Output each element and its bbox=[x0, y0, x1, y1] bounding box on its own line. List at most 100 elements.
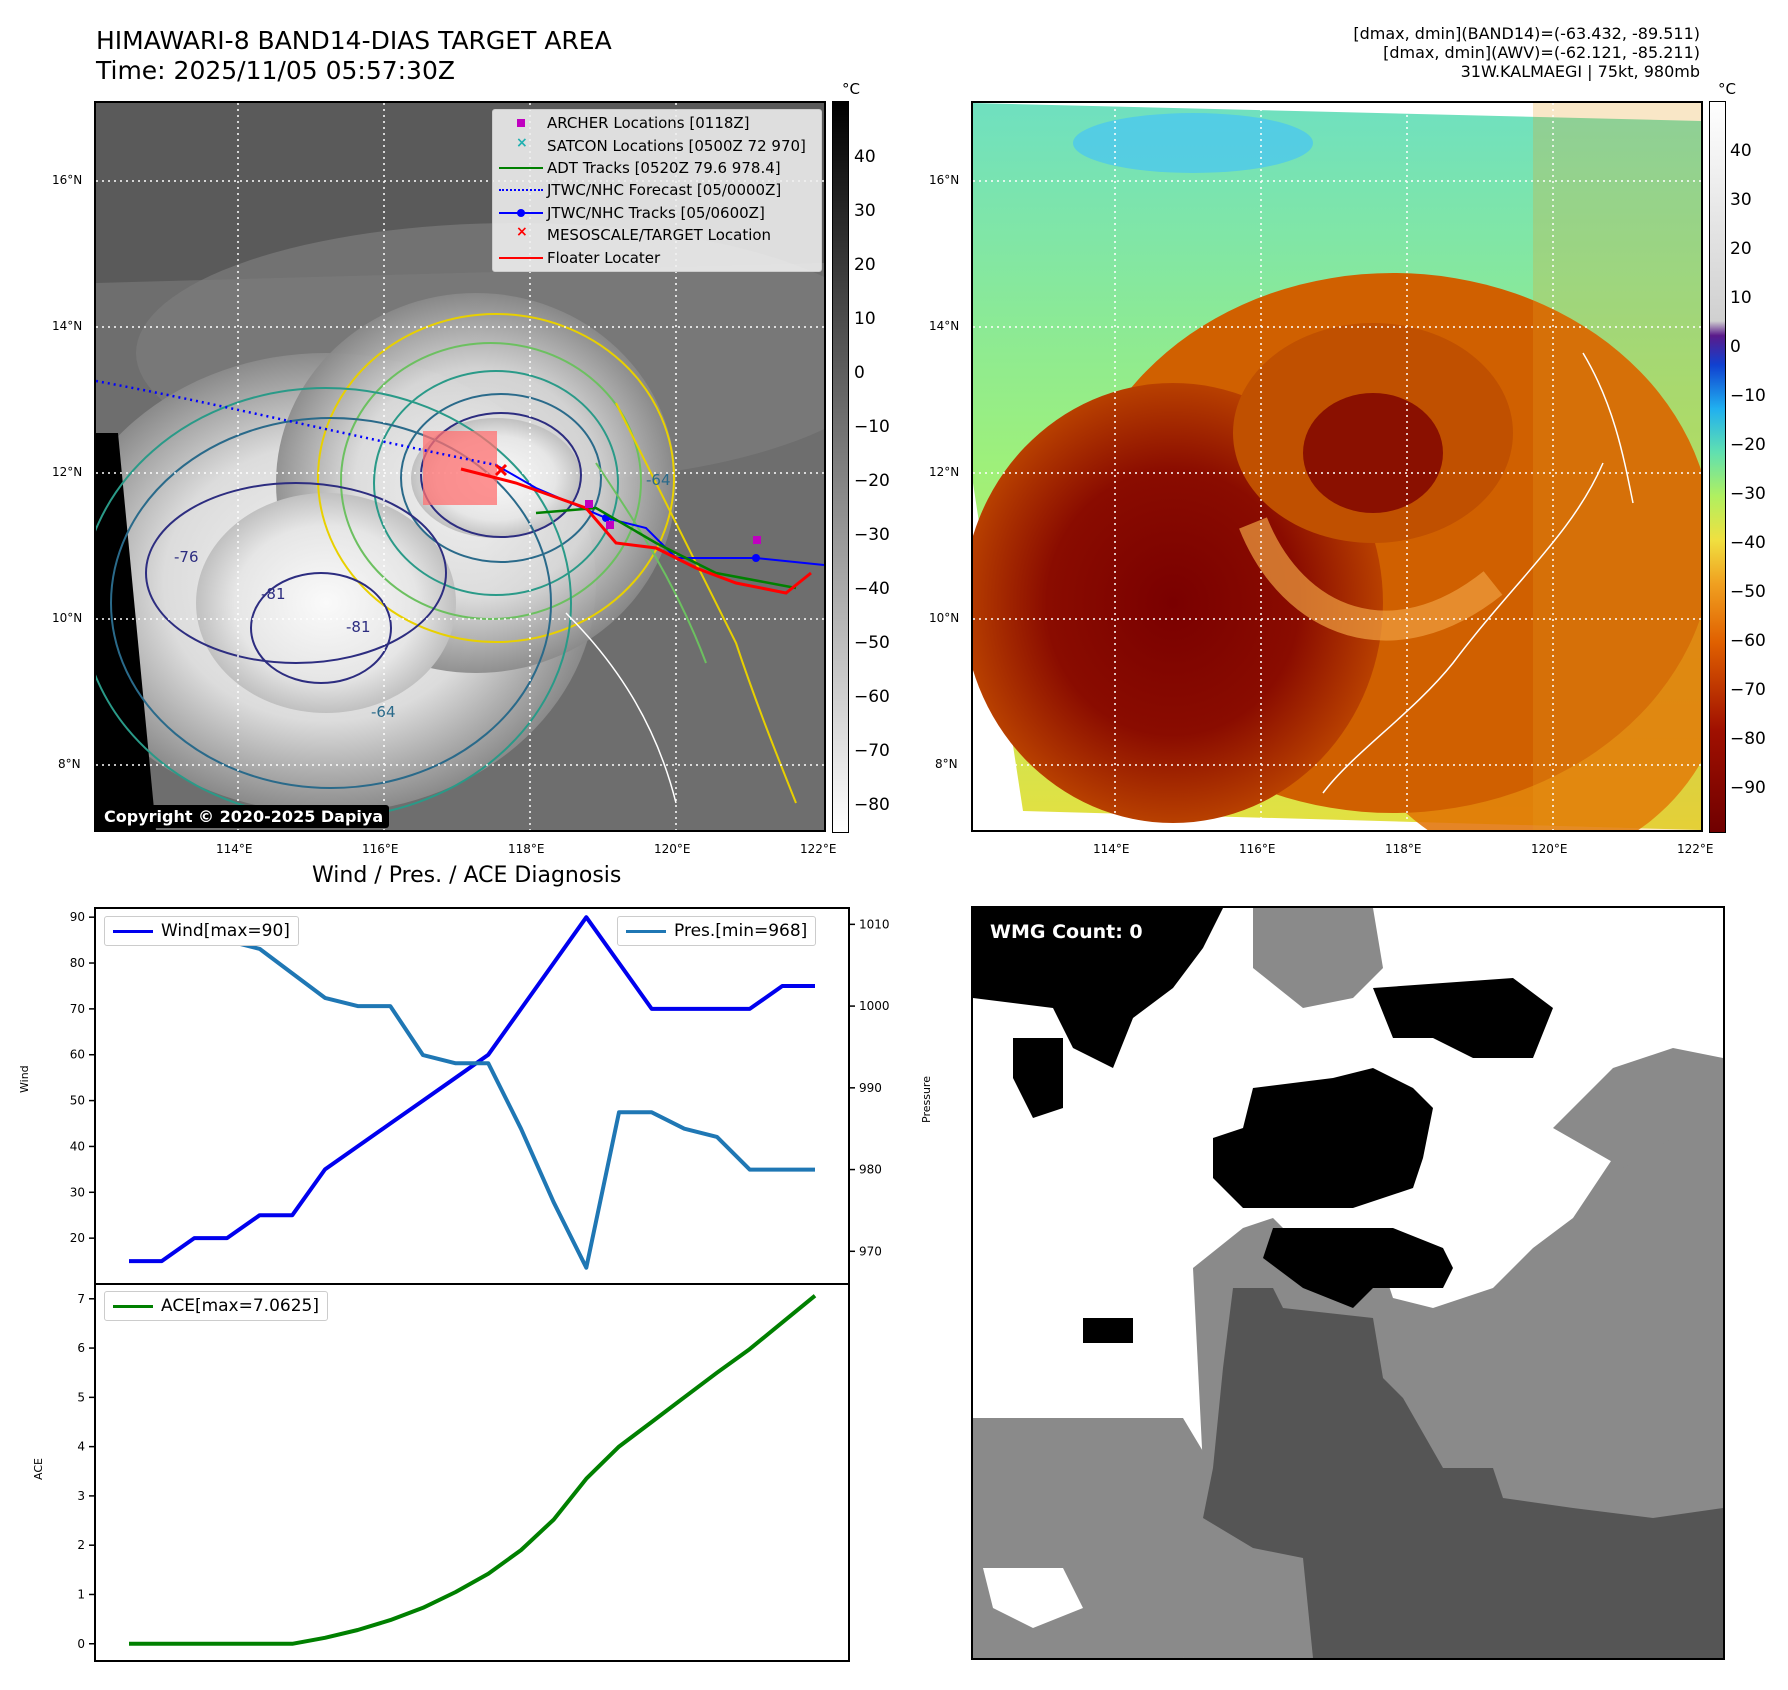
pressure-legend-swatch bbox=[626, 929, 666, 933]
colorbar-left-tick: −80 bbox=[854, 795, 890, 815]
lat-tick: 8°N bbox=[935, 757, 958, 771]
lon-tick: 120°E bbox=[1531, 842, 1568, 856]
diagnosis-chart: 20 30 40 50 60 70 80 90 970 980 990 1000 1010 0 1 2 3 4… bbox=[70, 907, 890, 1662]
copyright-badge: Copyright © 2020-2025 Dapiya bbox=[98, 805, 390, 828]
legend-item-jtwc-forecast: JTWC/NHC Forecast [05/0000Z] bbox=[493, 179, 821, 201]
diagnosis-title: Wind / Pres. / ACE Diagnosis bbox=[312, 863, 622, 888]
ace-axis-tick-label: 6 bbox=[77, 1341, 85, 1355]
pressure-axis-tick-label: 1010 bbox=[859, 917, 890, 931]
colorbar-right-tick: −90 bbox=[1730, 778, 1766, 798]
colorbar-left-tick: 30 bbox=[854, 201, 876, 221]
ir-map-image bbox=[96, 103, 824, 830]
ace-axes bbox=[94, 1283, 850, 1662]
lat-tick: 16°N bbox=[52, 173, 83, 187]
ace-axis-tick-label: 3 bbox=[77, 1489, 85, 1503]
ace-series-line bbox=[129, 1294, 817, 1646]
lat-tick: 10°N bbox=[52, 611, 83, 625]
colorbar-right-tick: −40 bbox=[1730, 533, 1766, 553]
ir-map-panel: -76 -81 -81 -64 -64 ARCHER Locations [01… bbox=[94, 101, 826, 832]
colorbar-right-unit: °C bbox=[1718, 80, 1736, 98]
lon-tick: 116°E bbox=[1239, 842, 1276, 856]
info-storm: 31W.KALMAEGI | 75kt, 980mb bbox=[1460, 62, 1700, 81]
lat-tick: 14°N bbox=[929, 319, 960, 333]
colorbar-left-tick: −70 bbox=[854, 741, 890, 761]
legend-item-target: × MESOSCALE/TARGET Location bbox=[516, 224, 772, 245]
lon-tick: 114°E bbox=[216, 842, 253, 856]
colorbar-right-tick: 30 bbox=[1730, 190, 1752, 210]
map-legend: ARCHER Locations [0118Z] × SATCON Locati… bbox=[492, 109, 822, 272]
figure-title: HIMAWARI-8 BAND14-DIAS TARGET AREA bbox=[96, 26, 612, 55]
pressure-axis-tick-label: 1000 bbox=[859, 999, 890, 1013]
lon-tick: 122°E bbox=[800, 842, 837, 856]
wind-axis-tick-label: 80 bbox=[70, 956, 85, 970]
contour-label: -64 bbox=[371, 703, 396, 721]
ace-axis-tick-label: 7 bbox=[77, 1292, 85, 1306]
info-dmax-awv: [dmax, dmin](AWV)=(-62.121, -85.211) bbox=[1383, 43, 1700, 62]
ace-axis-tick-label: 0 bbox=[77, 1637, 85, 1651]
lat-tick: 12°N bbox=[929, 465, 960, 479]
legend-item-archer: ARCHER Locations [0118Z] bbox=[493, 112, 821, 134]
lat-tick: 14°N bbox=[52, 319, 83, 333]
colorbar-right-tick: 20 bbox=[1730, 239, 1752, 259]
wind-pres-axes bbox=[94, 907, 850, 1285]
wind-series-line bbox=[129, 915, 815, 1264]
colorbar-left-tick: −60 bbox=[854, 687, 890, 707]
ace-axis-tick-label: 4 bbox=[77, 1440, 85, 1454]
contour-label: -64 bbox=[646, 471, 671, 489]
colorbar-left bbox=[832, 101, 849, 833]
colorbar-right-tick: −80 bbox=[1730, 729, 1766, 749]
wmg-count-badge: WMG Count: 0 bbox=[983, 918, 1150, 946]
contour-label: -81 bbox=[261, 585, 286, 603]
wmg-image bbox=[973, 908, 1723, 1658]
legend-item-jtwc-tracks: JTWC/NHC Tracks [05/0600Z] bbox=[493, 202, 821, 224]
colorbar-left-tick: 40 bbox=[854, 147, 876, 167]
wmg-panel: WMG Count: 0 bbox=[971, 906, 1725, 1660]
colorbar-right-tick: −10 bbox=[1730, 386, 1766, 406]
wind-axis-tick-label: 60 bbox=[70, 1048, 85, 1062]
colorbar-left-tick: 10 bbox=[854, 309, 876, 329]
pressure-axis-tick-label: 970 bbox=[859, 1244, 882, 1258]
ace-axis-tick-label: 2 bbox=[77, 1538, 85, 1552]
contour-label: -76 bbox=[174, 548, 199, 566]
lat-tick: 12°N bbox=[52, 465, 83, 479]
colorbar-left-unit: °C bbox=[842, 80, 860, 98]
figure-time: Time: 2025/11/05 05:57:30Z bbox=[96, 56, 455, 85]
colorbar-right-tick: 0 bbox=[1730, 337, 1741, 357]
pressure-legend: Pres.[min=968] bbox=[617, 916, 817, 946]
colorbar-right-tick: −20 bbox=[1730, 435, 1766, 455]
colorbar-left-tick: −30 bbox=[854, 525, 890, 545]
ace-axis-tick-label: 5 bbox=[77, 1390, 85, 1404]
colorbar-right-tick: −50 bbox=[1730, 582, 1766, 602]
pressure-axis-tick-label: 990 bbox=[859, 1081, 882, 1095]
pressure-series-line bbox=[128, 922, 815, 1270]
contour-label: -81 bbox=[346, 618, 371, 636]
colorbar-left-tick: −40 bbox=[854, 579, 890, 599]
lon-tick: 114°E bbox=[1093, 842, 1130, 856]
lon-tick: 118°E bbox=[508, 842, 545, 856]
pressure-axis-label: Pressure bbox=[920, 1076, 933, 1123]
wind-axis-tick-label: 40 bbox=[70, 1139, 85, 1153]
lat-tick: 8°N bbox=[58, 757, 81, 771]
colorbar-right-tick: −30 bbox=[1730, 484, 1766, 504]
lat-tick: 10°N bbox=[929, 611, 960, 625]
colorbar-right-tick: −60 bbox=[1730, 631, 1766, 651]
ace-legend: ACE[max=7.0625] bbox=[104, 1291, 328, 1321]
wind-axis-tick-label: 90 bbox=[70, 910, 85, 924]
legend-item-adt: ADT Tracks [0520Z 79.6 978.4] bbox=[493, 157, 821, 179]
lon-tick: 120°E bbox=[654, 842, 691, 856]
info-dmax-band14: [dmax, dmin](BAND14)=(-63.432, -89.511) bbox=[1353, 24, 1700, 43]
colorbar-right-tick: 10 bbox=[1730, 288, 1752, 308]
wind-axis-tick-label: 50 bbox=[70, 1094, 85, 1108]
lat-tick: 16°N bbox=[929, 173, 960, 187]
lon-tick: 122°E bbox=[1677, 842, 1714, 856]
wind-legend-swatch bbox=[113, 929, 153, 933]
legend-item-satcon: × SATCON Locations [0500Z 72 970] bbox=[516, 134, 806, 155]
colorbar-right-tick: −70 bbox=[1730, 680, 1766, 700]
colorbar-left-tick: −10 bbox=[854, 417, 890, 437]
colorbar-left-tick: 0 bbox=[854, 363, 865, 383]
colorbar-right-tick: 40 bbox=[1730, 141, 1752, 161]
awv-map-image bbox=[973, 103, 1701, 830]
ace-axis-label: ACE bbox=[32, 1458, 45, 1480]
pressure-axis-tick-label: 980 bbox=[859, 1163, 882, 1177]
lon-tick: 118°E bbox=[1385, 842, 1422, 856]
